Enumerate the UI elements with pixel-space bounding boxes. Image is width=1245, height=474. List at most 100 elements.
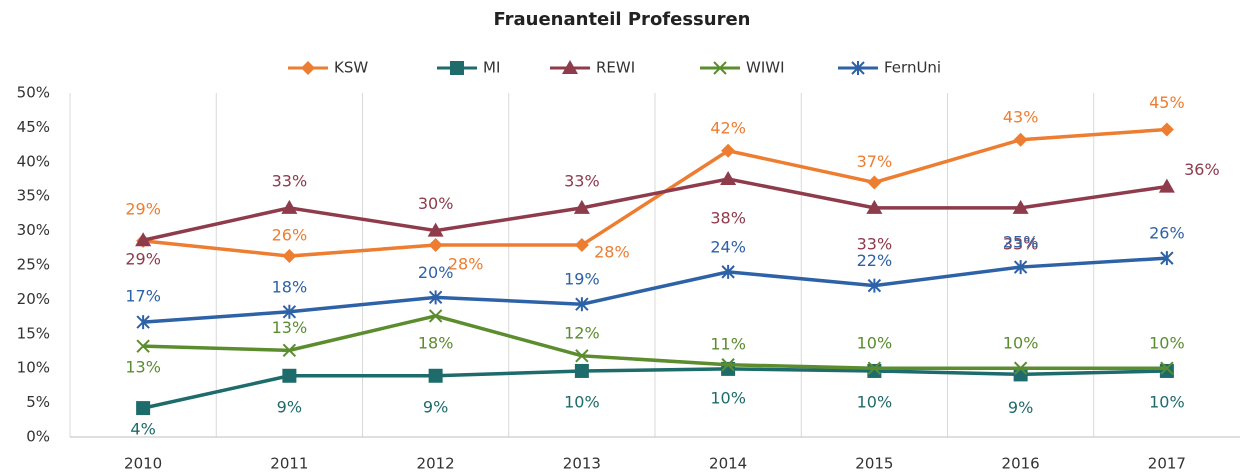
data-label: 10% bbox=[1149, 334, 1185, 353]
point bbox=[428, 290, 443, 305]
data-label: 26% bbox=[1149, 224, 1185, 243]
y-tick-label: 30% bbox=[17, 221, 50, 239]
data-label: 10% bbox=[1149, 392, 1185, 411]
point bbox=[135, 232, 152, 247]
legend-marker bbox=[301, 61, 315, 75]
point bbox=[867, 175, 882, 190]
data-label: 29% bbox=[125, 199, 161, 218]
data-label: 26% bbox=[272, 226, 308, 245]
point bbox=[282, 343, 297, 358]
line bbox=[143, 256, 1167, 324]
data-label: 10% bbox=[710, 388, 746, 407]
point bbox=[427, 222, 444, 237]
data-label: 25% bbox=[1003, 233, 1039, 252]
x-tick-label: 2011 bbox=[270, 455, 308, 473]
point bbox=[1013, 260, 1028, 275]
x-tick-label: 2016 bbox=[1002, 455, 1040, 473]
data-label: 13% bbox=[272, 318, 308, 337]
y-tick-label: 0% bbox=[26, 428, 50, 446]
point bbox=[721, 358, 735, 372]
line bbox=[143, 314, 1167, 370]
y-tick-label: 25% bbox=[17, 256, 50, 274]
point bbox=[428, 238, 443, 253]
data-label: 10% bbox=[857, 392, 893, 411]
chart-title: Frauenanteil Professuren bbox=[493, 9, 750, 30]
data-label: 37% bbox=[857, 152, 893, 171]
point bbox=[720, 171, 737, 185]
data-label: 28% bbox=[448, 255, 484, 274]
legend-label: WIWI bbox=[746, 59, 785, 77]
data-label: 17% bbox=[125, 287, 161, 306]
data-label: 9% bbox=[277, 397, 302, 416]
legend-label: FernUni bbox=[884, 59, 941, 77]
y-tick-label: 35% bbox=[17, 187, 50, 205]
point bbox=[867, 278, 882, 293]
data-label: 4% bbox=[130, 420, 155, 439]
legend-marker bbox=[450, 61, 464, 75]
y-tick-label: 15% bbox=[17, 324, 50, 342]
y-tick-label: 40% bbox=[17, 152, 50, 170]
point bbox=[136, 315, 150, 330]
point bbox=[575, 349, 589, 363]
line bbox=[142, 367, 1167, 410]
data-label: 42% bbox=[710, 118, 746, 137]
data-label: 10% bbox=[1003, 334, 1039, 353]
x-tick-label: 2012 bbox=[417, 455, 455, 473]
data-label: 13% bbox=[125, 358, 161, 377]
data-label: 12% bbox=[564, 323, 600, 342]
point bbox=[428, 309, 443, 323]
point bbox=[721, 143, 736, 158]
point bbox=[282, 304, 297, 319]
point bbox=[1159, 122, 1174, 137]
data-label: 9% bbox=[1008, 398, 1033, 417]
data-label: 33% bbox=[1003, 234, 1039, 253]
data-label: 20% bbox=[418, 263, 454, 282]
point bbox=[1159, 363, 1174, 378]
data-label: 11% bbox=[710, 334, 746, 353]
y-tick-label: 50% bbox=[17, 84, 50, 102]
point bbox=[1012, 199, 1029, 214]
point bbox=[282, 249, 297, 264]
data-label: 33% bbox=[272, 171, 308, 190]
data-label: 10% bbox=[857, 334, 893, 353]
legend-label: REWI bbox=[596, 59, 635, 77]
data-label: 10% bbox=[564, 392, 600, 411]
data-label: 18% bbox=[272, 277, 308, 296]
data-label: 30% bbox=[418, 194, 454, 213]
point bbox=[1158, 178, 1175, 193]
point bbox=[867, 363, 882, 378]
y-tick-label: 45% bbox=[17, 118, 50, 136]
x-tick-label: 2014 bbox=[709, 455, 747, 473]
x-tick-label: 2017 bbox=[1148, 455, 1186, 473]
legend-label: KSW bbox=[334, 59, 368, 77]
x-tick-label: 2010 bbox=[124, 455, 162, 473]
x-tick-label: 2013 bbox=[563, 455, 601, 473]
x-tick-label: 2015 bbox=[855, 455, 893, 473]
point bbox=[1160, 361, 1174, 375]
y-tick-label: 20% bbox=[17, 290, 50, 308]
point bbox=[1160, 251, 1174, 266]
data-label: 19% bbox=[564, 270, 600, 289]
y-tick-label: 10% bbox=[17, 359, 50, 377]
point bbox=[428, 368, 443, 383]
line bbox=[142, 177, 1168, 242]
point bbox=[574, 363, 589, 378]
point bbox=[573, 199, 590, 214]
point bbox=[1013, 361, 1028, 375]
data-label: 18% bbox=[418, 333, 454, 352]
data-label: 38% bbox=[710, 209, 746, 228]
point bbox=[575, 297, 589, 312]
data-label: 33% bbox=[564, 171, 600, 190]
point bbox=[867, 361, 882, 375]
legend-marker bbox=[851, 61, 865, 75]
point bbox=[282, 368, 297, 383]
point bbox=[574, 238, 589, 253]
data-label: 9% bbox=[423, 397, 448, 416]
y-tick-label: 5% bbox=[26, 393, 50, 411]
legend-marker bbox=[562, 60, 578, 74]
point bbox=[281, 199, 298, 214]
point bbox=[1013, 132, 1028, 147]
point bbox=[136, 339, 150, 353]
data-label: 43% bbox=[1003, 107, 1039, 126]
